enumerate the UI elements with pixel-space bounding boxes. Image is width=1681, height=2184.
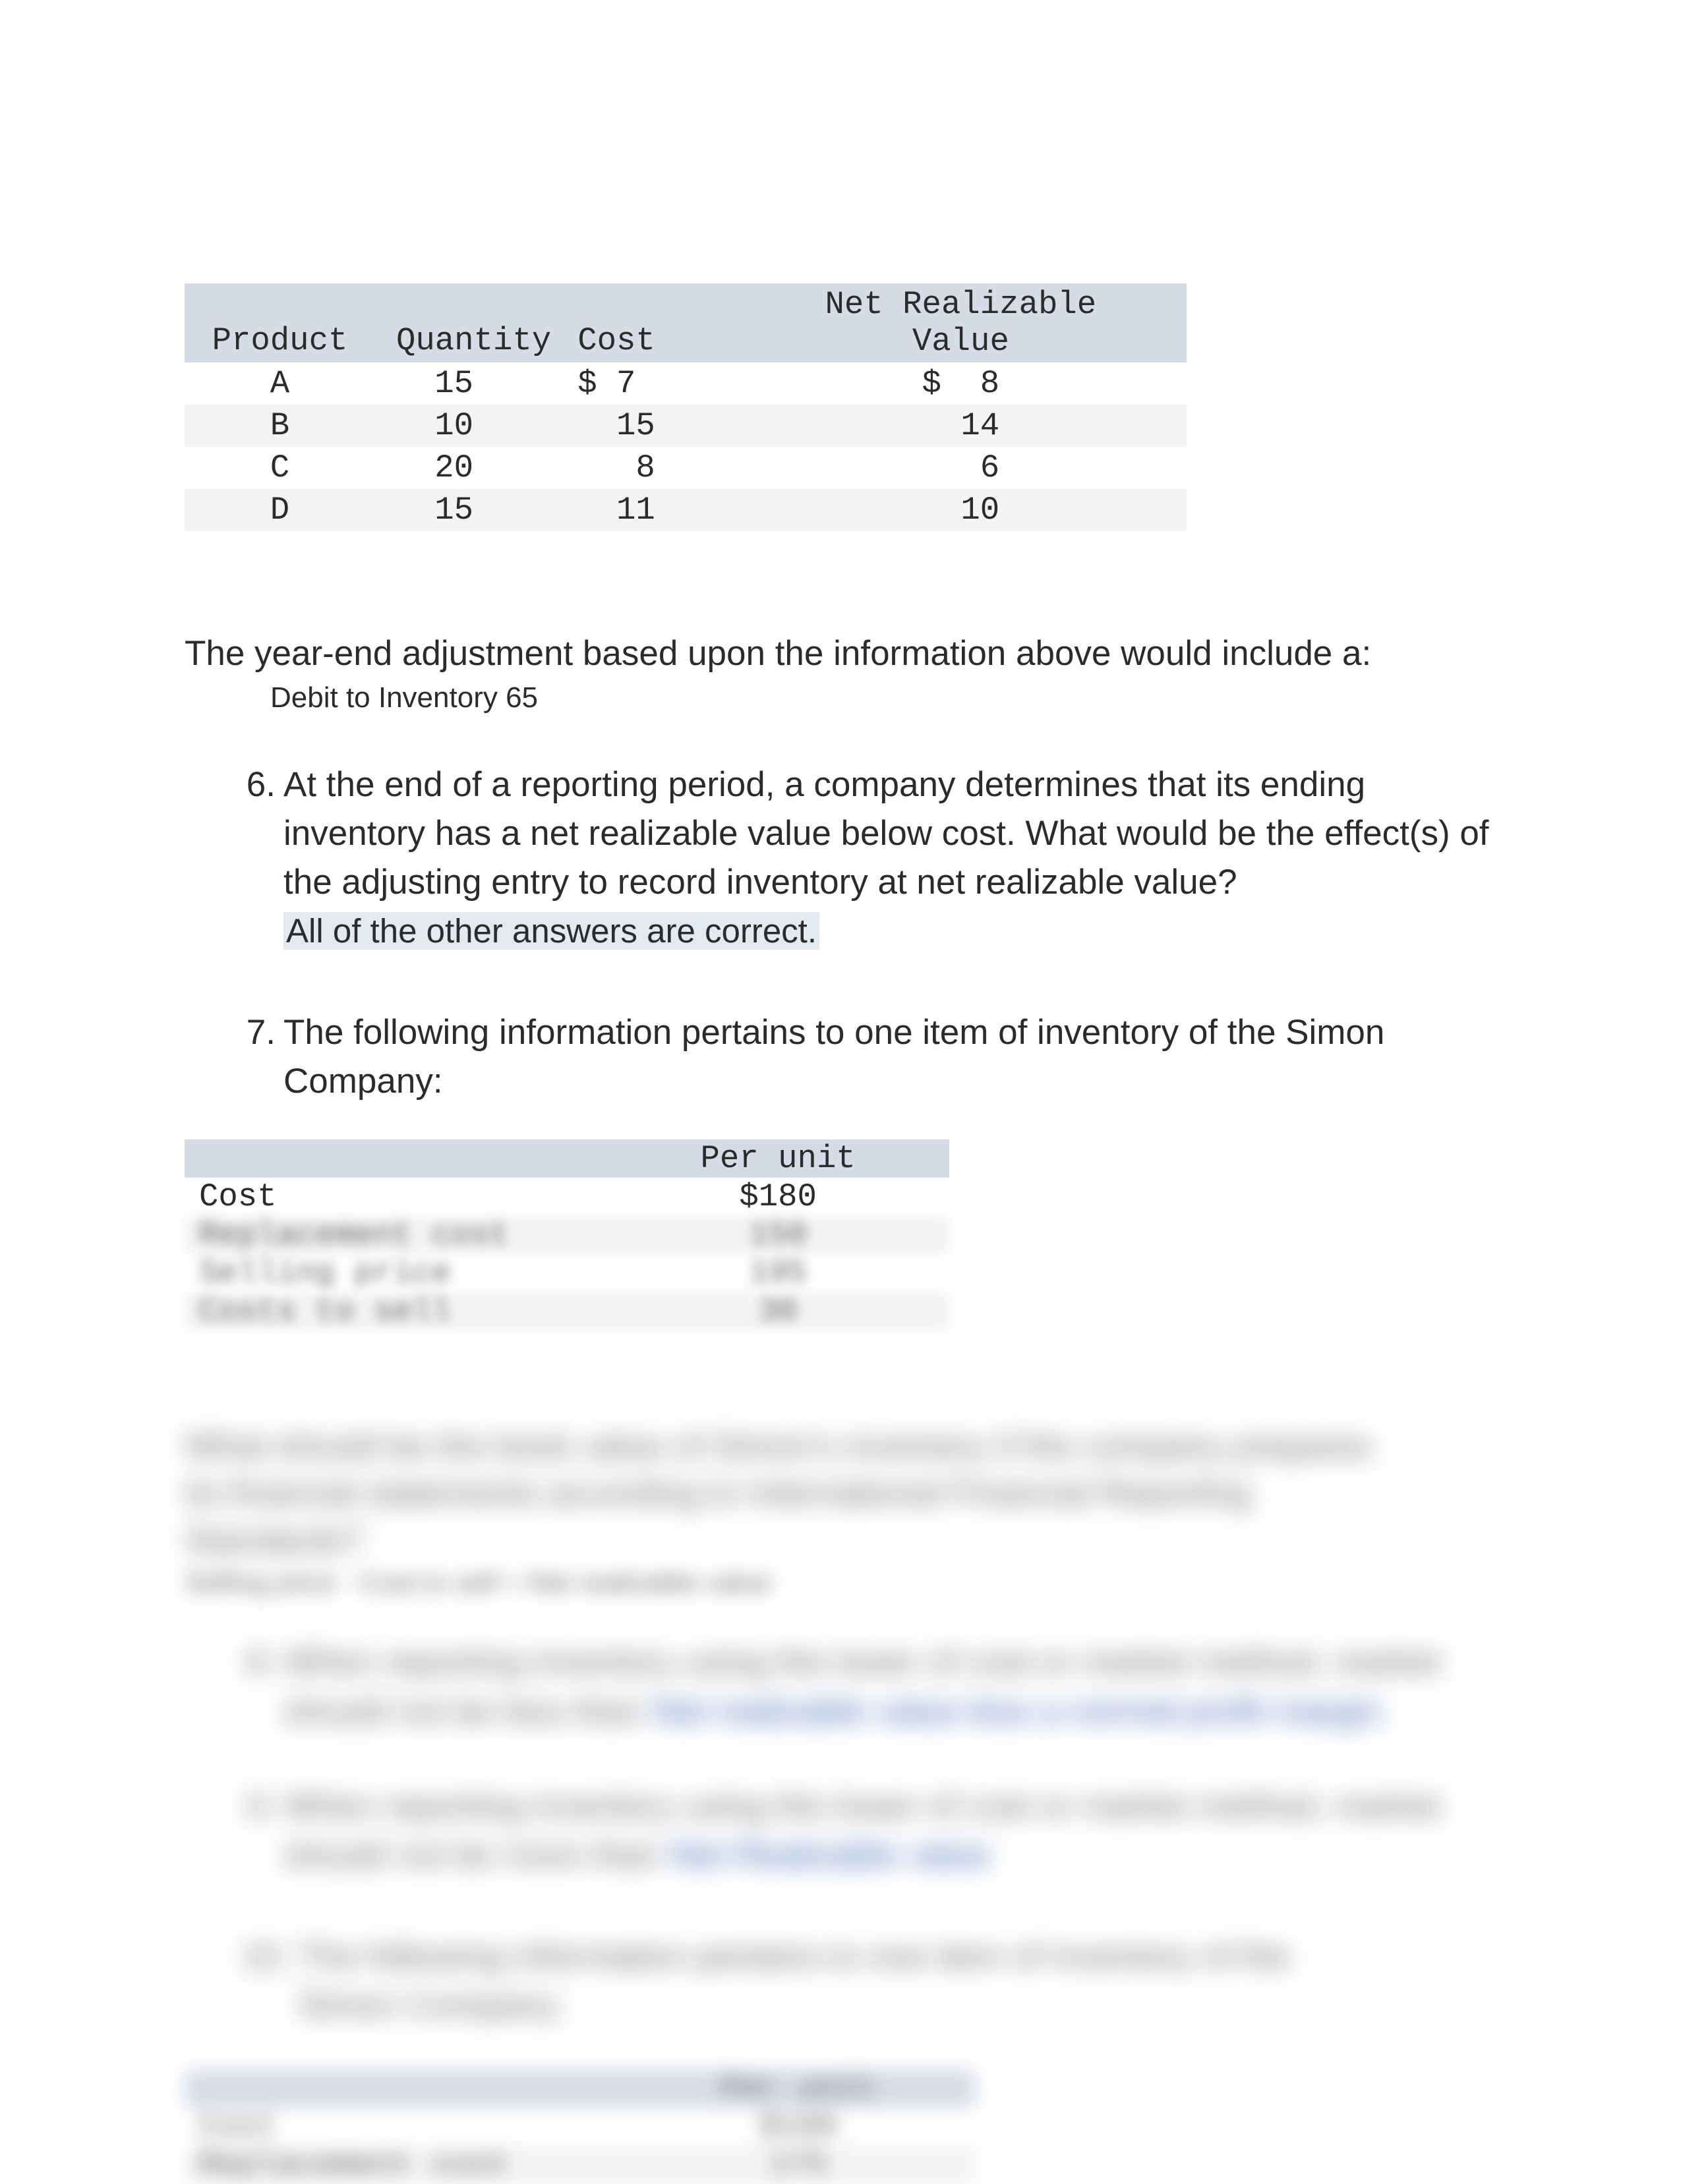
table2-label: Replacement cost <box>185 2146 621 2184</box>
question-7-number: 7. <box>237 1008 276 1106</box>
simon-per-unit-header: Per unit <box>606 1139 949 1178</box>
blurred-text: What should be the book value of Simon's… <box>185 1427 1372 1466</box>
blurred-text: its financial statements according to In… <box>185 1474 1251 1512</box>
blurred-text: The following information pertains to on… <box>298 1937 1290 1976</box>
question-10: 10. The following information pertains t… <box>218 1932 1496 2030</box>
question-6-text: At the end of a reporting period, a comp… <box>283 765 1489 902</box>
table-row: C20 8 6 <box>185 447 1187 489</box>
simon-label: Costs to sell <box>185 1292 606 1331</box>
blurred-paragraph: What should be the book value of Simon's… <box>185 1423 1496 1565</box>
col-nrv: Net Realizable Value <box>735 283 1187 362</box>
table2-header: Per unit <box>621 2069 976 2108</box>
col-cost-label: Cost <box>577 322 735 359</box>
table-cell: 15 <box>375 489 572 531</box>
table-cell: 8 <box>572 447 735 489</box>
simon-value: 150 <box>606 1216 949 1254</box>
question-6-number: 6. <box>237 761 276 956</box>
simon-value: 30 <box>606 1292 949 1331</box>
table-cell: A <box>185 362 375 405</box>
question-9: 9. When reporting inventory using the lo… <box>237 1782 1496 1880</box>
table-cell: 15 <box>375 362 572 405</box>
blurred-text: should not be less than <box>283 1692 653 1731</box>
table-cell: 20 <box>375 447 572 489</box>
table-row: A15$ 7$ 8 <box>185 362 1187 405</box>
adjustment-question-text: The year-end adjustment based upon the i… <box>185 630 1496 677</box>
question-7: 7. The following information pertains to… <box>237 1008 1496 1106</box>
question-8-number: 8. <box>237 1638 276 1735</box>
col-nrv-label-bot: Value <box>735 323 1187 360</box>
col-quantity: Quantity <box>375 283 572 362</box>
adjustment-answer: Debit to Inventory 65 <box>270 681 1496 714</box>
table2-value: 175 <box>621 2146 976 2184</box>
col-quantity-label: Quantity <box>375 322 572 359</box>
document-page: Product Quantity Cost Net Realizable Val… <box>0 0 1681 2184</box>
question-7-text: The following information pertains to on… <box>283 1008 1496 1106</box>
blurred-answer: Selling price - Cost to sell = Net reali… <box>185 1566 1496 1598</box>
simon-label: Replacement cost <box>185 1216 606 1254</box>
table-row: Cost $180 <box>185 1178 949 1216</box>
product-nrv-table: Product Quantity Cost Net Realizable Val… <box>185 283 1187 531</box>
table-cell: $ 8 <box>735 362 1187 405</box>
table-cell: $ 7 <box>572 362 735 405</box>
blurred-link-text: Net Realizable value <box>670 1835 990 1874</box>
table-row: Replacement cost 175 <box>185 2146 976 2184</box>
table-cell: C <box>185 447 375 489</box>
blurred-text: should not be more than <box>283 1835 670 1874</box>
col-product-label: Product <box>185 322 375 359</box>
col-product: Product <box>185 283 375 362</box>
table-cell: 6 <box>735 447 1187 489</box>
table-row: Replacement cost 150 <box>185 1216 949 1254</box>
blurred-text: When reporting inventory using the lower… <box>283 1642 1441 1681</box>
simon-value: $180 <box>606 1178 949 1216</box>
simon-value: 195 <box>606 1254 949 1292</box>
question-6: 6. At the end of a reporting period, a c… <box>237 761 1496 956</box>
simon-label: Cost <box>185 1178 606 1216</box>
table-cell: 14 <box>735 405 1187 447</box>
table-cell: B <box>185 405 375 447</box>
col-cost: Cost <box>572 283 735 362</box>
col-nrv-label-top: Net Realizable <box>735 286 1187 323</box>
question-8: 8. When reporting inventory using the lo… <box>237 1638 1496 1735</box>
blurred-text: When reporting inventory using the lower… <box>283 1787 1441 1825</box>
simon-inventory-table: Per unit Cost $180 Replacement cost 150 … <box>185 1139 949 1331</box>
simon-label: Selling price <box>185 1254 606 1292</box>
table2-label: Cost <box>185 2108 621 2146</box>
blurred-text: Standards? <box>185 1521 363 1560</box>
table-row: B10 15 14 <box>185 405 1187 447</box>
table-cell: 10 <box>735 489 1187 531</box>
table-cell: 11 <box>572 489 735 531</box>
table-cell: 10 <box>375 405 572 447</box>
blurred-text: Simon Company: <box>298 1986 566 2025</box>
table-cell: 15 <box>572 405 735 447</box>
table-row: Selling price 195 <box>185 1254 949 1292</box>
simon-inventory-table-2: Per unit Cost $180 Replacement cost 175 <box>185 2069 976 2184</box>
blurred-link-text: Net realizable value less a normal profi… <box>653 1692 1390 1731</box>
question-10-number: 10. <box>218 1932 290 2030</box>
table-row: Cost $180 <box>185 2108 976 2146</box>
table-row: D15 11 10 <box>185 489 1187 531</box>
table2-value: $180 <box>621 2108 976 2146</box>
table-cell: D <box>185 489 375 531</box>
question-6-answer: All of the other answers are correct. <box>283 912 819 950</box>
table-row: Costs to sell 30 <box>185 1292 949 1331</box>
question-9-number: 9. <box>237 1782 276 1880</box>
